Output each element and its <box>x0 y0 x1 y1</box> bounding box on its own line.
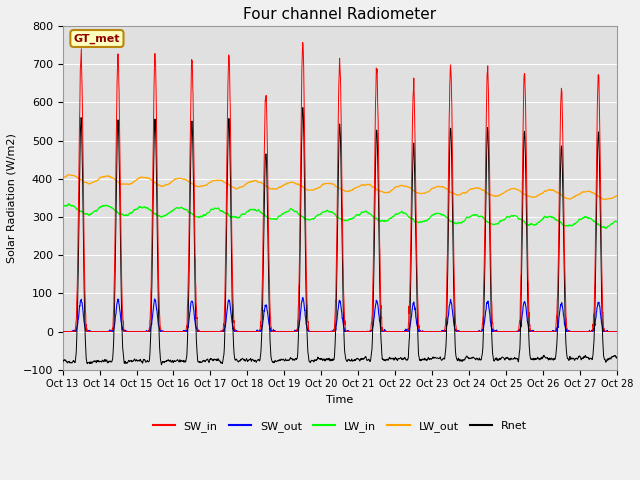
Text: GT_met: GT_met <box>74 34 120 44</box>
X-axis label: Time: Time <box>326 395 353 405</box>
Y-axis label: Solar Radiation (W/m2): Solar Radiation (W/m2) <box>7 133 17 263</box>
Legend: SW_in, SW_out, LW_in, LW_out, Rnet: SW_in, SW_out, LW_in, LW_out, Rnet <box>148 417 531 436</box>
Title: Four channel Radiometer: Four channel Radiometer <box>243 7 436 22</box>
